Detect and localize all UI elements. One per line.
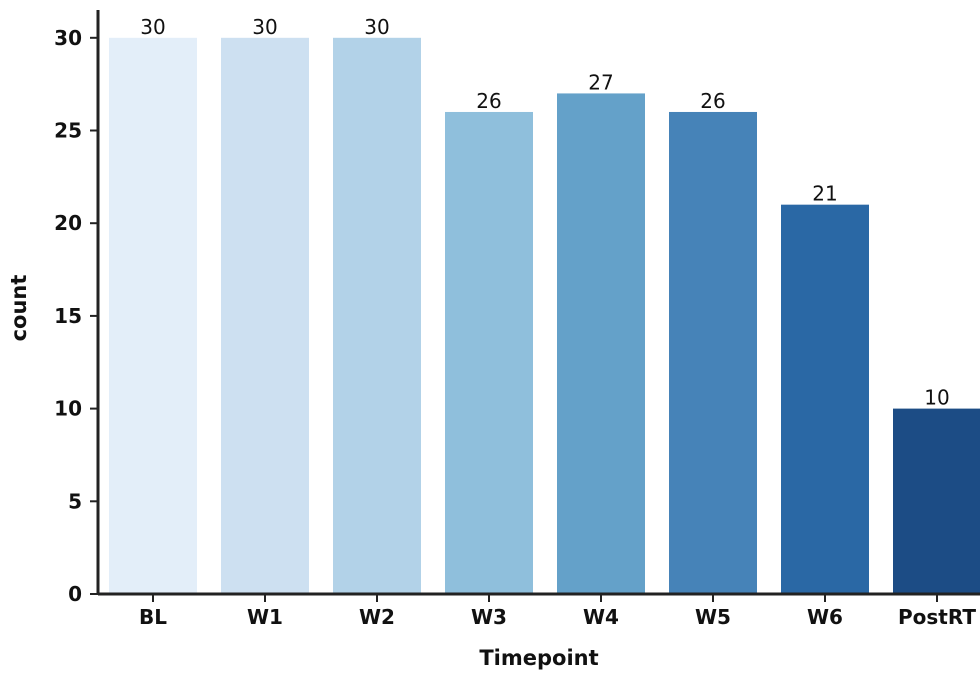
data-label-bl: 30 bbox=[140, 15, 165, 39]
x-tick-label: W1 bbox=[247, 605, 283, 629]
x-tick-label: W4 bbox=[583, 605, 619, 629]
y-tick-label: 0 bbox=[68, 582, 82, 606]
bar-w1 bbox=[221, 37, 309, 595]
bar-w4 bbox=[557, 93, 645, 594]
x-tick-label: W2 bbox=[359, 605, 395, 629]
bar-w6 bbox=[781, 204, 869, 594]
y-tick-label: 15 bbox=[54, 304, 82, 328]
data-label-w1: 30 bbox=[252, 15, 277, 39]
data-label-postrt: 10 bbox=[924, 386, 949, 410]
data-labels-layer: 30 30 30 26 27 26 21 10 bbox=[140, 15, 949, 410]
data-label-w4: 27 bbox=[588, 70, 613, 94]
bar-postrt bbox=[893, 408, 980, 594]
bar-w2 bbox=[333, 37, 421, 595]
bar-w5 bbox=[669, 111, 757, 594]
x-tick-label: W5 bbox=[695, 605, 731, 629]
bar-w3 bbox=[445, 111, 533, 594]
data-label-w3: 26 bbox=[476, 89, 501, 113]
bar-bl bbox=[109, 37, 197, 595]
y-ticks: 0 5 10 15 20 25 30 bbox=[54, 26, 98, 606]
y-tick-label: 20 bbox=[54, 211, 82, 235]
x-axis-title: Timepoint bbox=[479, 646, 598, 670]
x-tick-label: BL bbox=[139, 605, 167, 629]
x-tick-label: W6 bbox=[807, 605, 843, 629]
bars-layer bbox=[109, 37, 980, 595]
y-tick-label: 30 bbox=[54, 26, 82, 50]
y-tick-label: 10 bbox=[54, 397, 82, 421]
data-label-w2: 30 bbox=[364, 15, 389, 39]
axes-layer bbox=[96, 10, 980, 596]
data-label-w6: 21 bbox=[812, 182, 837, 206]
x-ticks: BL W1 W2 W3 W4 W5 W6 PostRT bbox=[139, 594, 976, 629]
data-label-w5: 26 bbox=[700, 89, 725, 113]
x-tick-label: W3 bbox=[471, 605, 507, 629]
x-tick-label: PostRT bbox=[898, 605, 976, 629]
y-tick-label: 5 bbox=[68, 489, 82, 513]
y-tick-label: 25 bbox=[54, 119, 82, 143]
y-axis-title: count bbox=[7, 275, 31, 342]
